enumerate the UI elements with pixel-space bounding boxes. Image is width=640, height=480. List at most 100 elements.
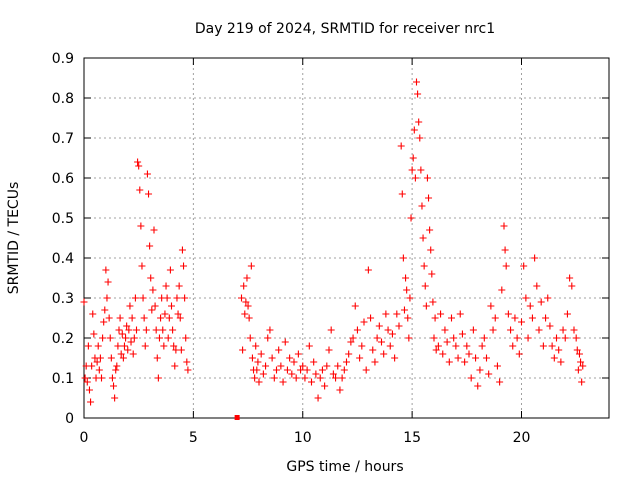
y-tick-label: 0.4 [52,251,74,267]
data-point [375,322,383,330]
data-point [450,334,458,342]
data-point [155,334,163,342]
data-point [421,282,429,290]
data-point [343,358,350,366]
data-point [281,338,289,346]
data-point [146,242,154,250]
data-point [542,314,550,322]
data-point [164,334,172,342]
data-point [174,310,182,318]
data-point [90,330,98,338]
data-point [332,374,340,382]
data-point [513,334,521,342]
data-point [380,350,388,358]
data-point [422,302,430,310]
data-point [292,374,300,382]
x-tick-label: 15 [403,430,421,446]
data-point [351,302,359,310]
data-point [431,314,439,322]
data-point [180,262,188,270]
data-point [369,346,377,354]
data-point [266,326,274,334]
data-point [476,366,484,374]
data-point [579,362,587,370]
data-point [242,298,250,306]
data-point [149,286,157,294]
data-point [160,342,168,350]
data-point [115,326,123,334]
data-point [314,394,322,402]
data-point [577,358,585,366]
data-point [544,294,552,302]
data-point [178,246,186,254]
data-point [524,334,532,342]
data-point [246,334,254,342]
data-point [163,294,171,302]
data-point [428,270,436,278]
data-point [522,294,530,302]
data-point [182,334,190,342]
data-point [404,314,412,322]
data-point [102,266,110,274]
data-point [81,374,89,382]
data-point [254,358,262,366]
data-point [559,326,567,334]
data-point [124,346,132,354]
data-point [364,266,372,274]
data-point [238,294,245,302]
data-point [467,374,475,382]
x-tick-label: 5 [189,430,198,446]
data-point [131,294,139,302]
data-point [141,342,149,350]
data-point [241,310,249,318]
data-point [248,354,256,362]
data-point [101,306,109,314]
data-point [537,298,545,306]
data-point [308,378,315,386]
data-point [360,318,368,326]
data-point [96,354,104,362]
data-point [399,254,407,262]
data-point [555,346,563,354]
data-point [94,342,102,350]
data-point [327,326,335,334]
data-point [382,310,390,318]
data-point [520,262,528,270]
data-point [93,358,101,366]
data-point [384,326,392,334]
y-tick-label: 0.6 [52,171,74,187]
data-point [472,354,480,362]
data-point [297,366,305,374]
data-point [99,334,107,342]
data-point [578,378,586,386]
data-point [500,222,508,230]
data-point [456,310,464,318]
data-point [548,342,556,350]
data-point [429,298,437,306]
data-point [478,342,486,350]
data-point [411,174,419,182]
data-point [553,334,560,342]
data-point [262,362,270,370]
data-point [305,342,313,350]
data-point [491,314,499,322]
data-point [371,358,379,366]
data-point [347,338,355,346]
data-point [425,194,433,202]
data-point [461,358,469,366]
y-tick-label: 0.1 [52,371,74,387]
outlier-marker [234,415,240,420]
data-point [550,354,558,362]
data-point [480,334,488,342]
data-point [489,326,497,334]
data-point [243,274,251,282]
data-point [487,302,495,310]
data-point [107,354,115,362]
data-point [181,294,189,302]
data-point [437,310,445,318]
data-point [410,126,418,134]
data-point [135,162,143,170]
data-point [504,310,512,318]
data-point [183,358,191,366]
data-point [170,342,178,350]
